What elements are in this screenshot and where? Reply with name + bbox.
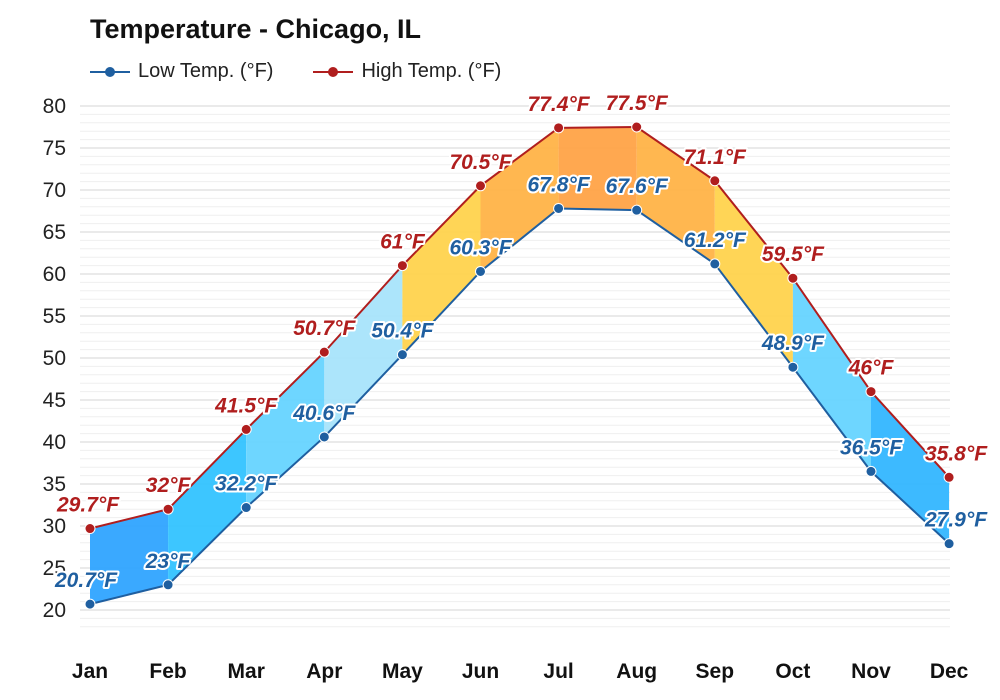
band-segment [714, 180, 793, 368]
data-point-high [787, 272, 799, 284]
data-point-low [475, 265, 486, 277]
band-segment [324, 265, 403, 437]
data-label-low: 20.7°F [54, 569, 118, 592]
data-label-low: 50.4°F [371, 320, 434, 343]
data-label-low: 27.9°F [924, 509, 988, 532]
data-label-low: 32.2°F [215, 473, 278, 496]
data-point-low [865, 465, 877, 477]
data-label-high: 29.7°F [56, 494, 120, 517]
x-tick-label: Dec [930, 660, 969, 683]
band-segment [871, 391, 950, 544]
y-tick-label: 55 [43, 305, 66, 328]
x-tick-label: Jan [72, 660, 108, 683]
data-point-high [865, 386, 877, 398]
x-tick-label: Feb [149, 660, 186, 683]
data-label-low: 23°F [145, 550, 192, 573]
data-point-high [631, 121, 643, 133]
legend-item-low[interactable]: Low Temp. (°F) [90, 60, 273, 83]
band-segment [246, 352, 325, 508]
series-line-high [89, 125, 950, 530]
data-point-low [631, 204, 643, 216]
legend: Low Temp. (°F) High Temp. (°F) [90, 60, 501, 83]
data-point-low [553, 202, 565, 214]
data-point-low [787, 361, 799, 373]
band-segment [480, 127, 559, 272]
data-point-low [84, 598, 96, 610]
data-label-high: 35.8°F [925, 442, 988, 465]
y-tick-label: 50 [43, 347, 66, 370]
x-tick-label: Jun [462, 660, 499, 683]
data-label-high: 46°F [848, 357, 895, 380]
data-point-high [240, 423, 252, 435]
x-tick-label: Jul [543, 660, 573, 683]
data-label-high: 32°F [146, 474, 192, 497]
data-point-low [943, 538, 955, 550]
data-point-low [162, 579, 174, 591]
data-label-high: 59.5°F [762, 243, 825, 266]
data-label-high: 71.1°F [684, 146, 747, 169]
y-tick-label: 80 [43, 95, 66, 118]
legend-swatch-low [90, 65, 130, 79]
x-tick-label: Apr [306, 660, 342, 683]
band-segment [90, 509, 169, 605]
y-tick-label: 25 [43, 557, 66, 580]
data-point-high [162, 503, 174, 515]
x-tick-label: Mar [228, 660, 265, 683]
data-point-low [709, 258, 721, 270]
y-tick-label: 40 [43, 431, 66, 454]
legend-swatch-high [313, 65, 354, 79]
data-point-high [396, 260, 408, 272]
data-label-high: 50.7°F [293, 317, 356, 340]
data-point-high [475, 180, 486, 192]
x-tick-label: Aug [616, 660, 657, 683]
data-label-high: 77.5°F [606, 92, 669, 115]
y-tick-label: 20 [43, 599, 66, 622]
chart-title: Temperature - Chicago, IL [90, 14, 422, 44]
data-point-high [318, 346, 330, 358]
data-label-low: 61.2°F [684, 229, 747, 252]
data-point-low [318, 431, 330, 443]
data-point-high [84, 523, 96, 535]
data-label-low: 67.8°F [528, 173, 591, 196]
data-point-low [396, 349, 408, 361]
data-label-low: 48.9°F [761, 332, 825, 355]
y-tick-label: 45 [43, 389, 66, 412]
x-tick-label: Sep [696, 660, 735, 683]
data-label-low: 36.5°F [840, 436, 903, 459]
data-label-high: 70.5°F [449, 151, 512, 174]
data-label-high: 77.4°F [528, 93, 591, 116]
data-point-high [943, 471, 955, 483]
y-tick-label: 65 [43, 221, 66, 244]
data-label-high: 41.5°F [214, 394, 278, 417]
x-tick-label: Nov [851, 660, 891, 683]
series-line-low [89, 207, 950, 606]
data-label-low: 40.6°F [292, 402, 356, 425]
band-segment [636, 127, 715, 264]
y-tick-label: 60 [43, 263, 66, 286]
y-tick-label: 70 [43, 179, 66, 202]
data-point-high [709, 175, 721, 187]
data-label-low: 60.3°F [449, 236, 512, 259]
data-point-high [553, 122, 565, 134]
legend-label-low: Low Temp. (°F) [138, 60, 274, 82]
x-tick-label: Oct [775, 660, 810, 683]
data-label-high: 61°F [380, 231, 426, 254]
y-tick-label: 30 [43, 515, 66, 538]
legend-item-high[interactable]: High Temp. (°F) [313, 60, 501, 83]
band-segment [558, 127, 637, 211]
legend-label-high: High Temp. (°F) [361, 60, 502, 82]
band-segment [168, 429, 247, 585]
x-tick-label: May [382, 660, 423, 683]
band-segment [792, 278, 871, 472]
data-point-low [240, 502, 252, 514]
y-tick-label: 35 [43, 473, 66, 496]
band-segment [402, 185, 481, 355]
y-tick-label: 75 [43, 137, 66, 160]
data-label-low: 67.6°F [606, 175, 669, 198]
